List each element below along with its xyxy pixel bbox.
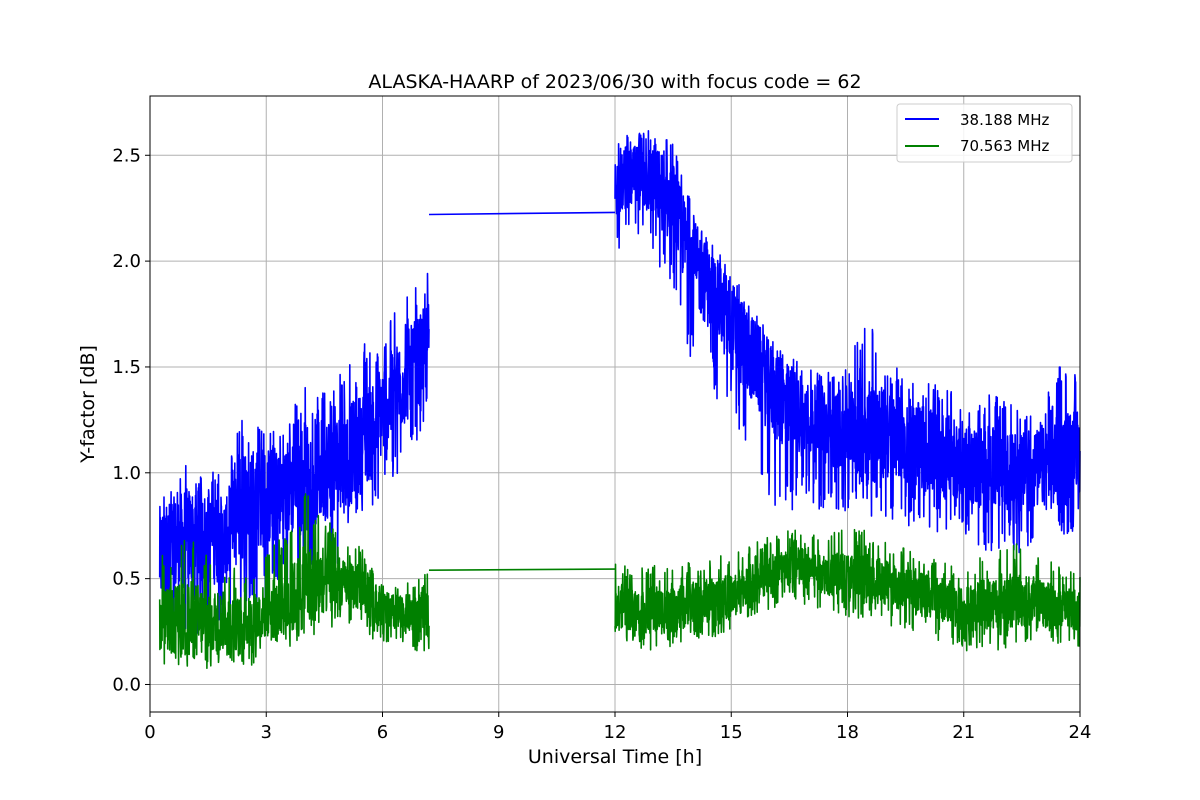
series-1 bbox=[158, 493, 1081, 669]
x-tick-label: 24 bbox=[1069, 722, 1092, 743]
y-tick-label: 2.0 bbox=[112, 251, 141, 272]
series-line-segment bbox=[614, 528, 1081, 652]
y-axis-label: Y-factor [dB] bbox=[77, 345, 99, 464]
y-tick-label: 1.0 bbox=[112, 463, 141, 484]
x-tick-label: 21 bbox=[952, 722, 975, 743]
legend: 38.188 MHz 70.563 MHz bbox=[896, 103, 1073, 163]
legend-label-70mhz: 70.563 MHz bbox=[960, 137, 1049, 155]
series-line-segment bbox=[158, 272, 430, 646]
series-line-segment bbox=[158, 493, 430, 669]
y-tick-label: 0.5 bbox=[112, 569, 141, 590]
x-tick-label: 9 bbox=[493, 722, 504, 743]
y-tick-label: 1.5 bbox=[112, 357, 141, 378]
y-tick-label: 2.5 bbox=[112, 145, 141, 166]
series-line-segment bbox=[428, 211, 616, 216]
x-tick-label: 12 bbox=[604, 722, 627, 743]
axis-ticks: 0 3 6 9 12 15 18 21 24 0.0 0.5 1.0 1.5 2.0 2.5 bbox=[112, 145, 1091, 743]
legend-box bbox=[896, 103, 1073, 163]
y-tick-label: 0.0 bbox=[112, 674, 141, 695]
legend-label-38mhz: 38.188 MHz bbox=[960, 111, 1049, 129]
series-line-segment bbox=[428, 568, 616, 571]
x-tick-label: 0 bbox=[144, 722, 155, 743]
series-0 bbox=[158, 130, 1081, 646]
chart-title: ALASKA-HAARP of 2023/06/30 with focus co… bbox=[368, 71, 861, 93]
plot-area bbox=[158, 130, 1081, 669]
x-axis-label: Universal Time [h] bbox=[528, 746, 702, 768]
x-tick-label: 6 bbox=[377, 722, 388, 743]
x-tick-label: 3 bbox=[261, 722, 272, 743]
x-tick-label: 18 bbox=[836, 722, 859, 743]
series-line-segment bbox=[614, 130, 1081, 554]
x-tick-label: 15 bbox=[720, 722, 743, 743]
